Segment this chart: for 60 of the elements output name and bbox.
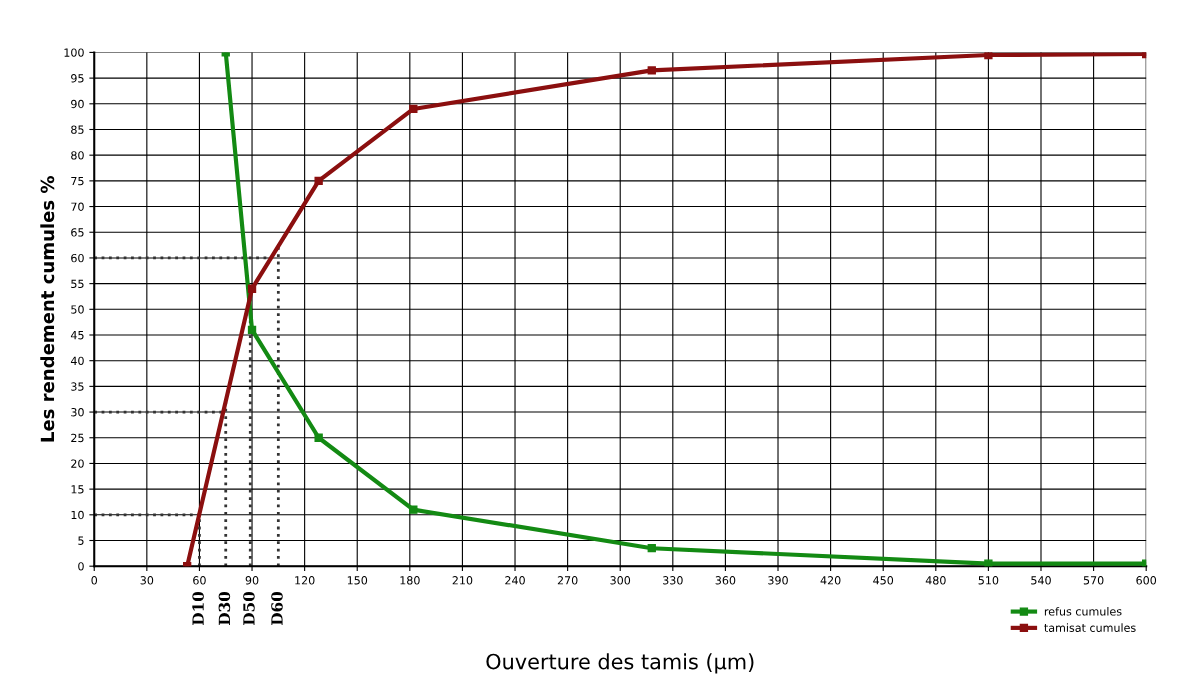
y-axis-title: Les rendement cumules % <box>40 176 55 442</box>
y-tick-label: 80 <box>71 151 84 160</box>
y-tick-label: 20 <box>71 459 84 468</box>
x-tick-label: 480 <box>925 576 946 585</box>
y-tick-label: 45 <box>70 331 84 340</box>
x-tick-label: 0 <box>91 576 98 585</box>
point <box>984 52 993 60</box>
y-tick-label: 90 <box>71 99 84 109</box>
y-tick-label: 40 <box>70 356 84 366</box>
point <box>314 433 323 442</box>
x-tick-label: 360 <box>715 576 736 585</box>
legend-label: refus cumules <box>1044 607 1122 616</box>
x-tick-label: 270 <box>557 576 578 585</box>
x-tick-label: 30 <box>140 576 154 585</box>
ref-line-label: D30 <box>218 591 231 625</box>
x-tick-label: 570 <box>1083 576 1104 585</box>
x-tick-label: 510 <box>978 576 999 585</box>
y-tick-label: 100 <box>64 48 84 57</box>
point <box>247 284 257 293</box>
y-tick-label: 70 <box>71 202 84 211</box>
y-tick-label: 30 <box>71 408 84 417</box>
x-tick-label: 60 <box>193 576 206 585</box>
y-tick-label: 55 <box>71 279 84 288</box>
x-tick-label: 120 <box>295 576 315 585</box>
x-tick-label: 300 <box>610 576 631 585</box>
point <box>647 544 656 553</box>
y-tick-label: 10 <box>71 510 84 520</box>
point <box>247 325 257 335</box>
x-tick-label: 450 <box>873 576 894 585</box>
point <box>314 176 323 186</box>
point <box>409 505 418 514</box>
y-tick-label: 95 <box>71 74 84 83</box>
y-tick-label: 5 <box>78 536 84 545</box>
x-tick-label: 330 <box>663 576 683 585</box>
ref-line-label: D60 <box>271 591 283 625</box>
y-tick-label: 25 <box>71 433 84 443</box>
x-tick-label: 600 <box>1136 576 1157 585</box>
y-tick-label: 60 <box>71 253 84 263</box>
y-tick-label: 75 <box>71 176 84 186</box>
point <box>984 559 993 567</box>
y-tick-label: 35 <box>71 382 84 391</box>
x-tick-label: 210 <box>452 576 473 585</box>
x-tick-label: 180 <box>400 576 420 585</box>
ref-line-label: D10 <box>192 591 204 625</box>
point <box>647 66 656 75</box>
x-axis-title: Ouverture des tamis (μm) <box>486 653 754 674</box>
x-tick-label: 420 <box>820 576 841 585</box>
x-tick-label: 540 <box>1031 576 1051 585</box>
y-tick-label: 15 <box>71 485 84 494</box>
x-tick-label: 90 <box>245 576 259 585</box>
x-tick-label: 150 <box>347 576 368 585</box>
point <box>409 104 418 114</box>
y-tick-label: 50 <box>71 305 84 314</box>
legend-label: tamisat cumules <box>1044 623 1136 632</box>
y-tick-label: 0 <box>78 562 84 571</box>
y-tick-label: 65 <box>71 228 84 237</box>
y-tick-label: 85 <box>71 125 84 134</box>
x-tick-label: 390 <box>768 576 788 585</box>
x-tick-label: 240 <box>505 576 525 585</box>
ref-line-label: D50 <box>243 591 255 625</box>
